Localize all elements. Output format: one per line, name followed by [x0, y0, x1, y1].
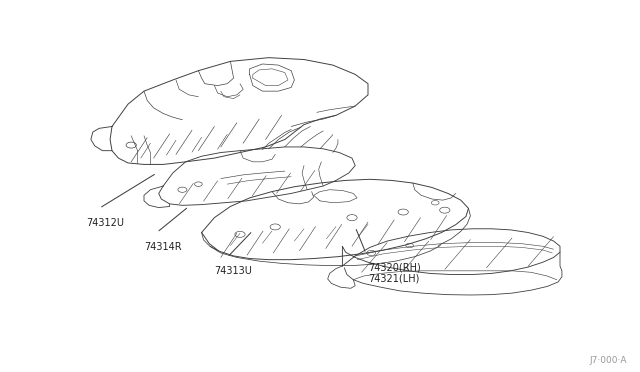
Text: 74313U: 74313U — [214, 266, 252, 276]
Text: J7·000·A: J7·000·A — [589, 356, 627, 365]
Text: 74312U: 74312U — [86, 218, 124, 228]
Text: 74321(LH): 74321(LH) — [368, 273, 419, 283]
Text: 74314R: 74314R — [144, 242, 182, 252]
Text: 74320(RH): 74320(RH) — [368, 262, 420, 272]
